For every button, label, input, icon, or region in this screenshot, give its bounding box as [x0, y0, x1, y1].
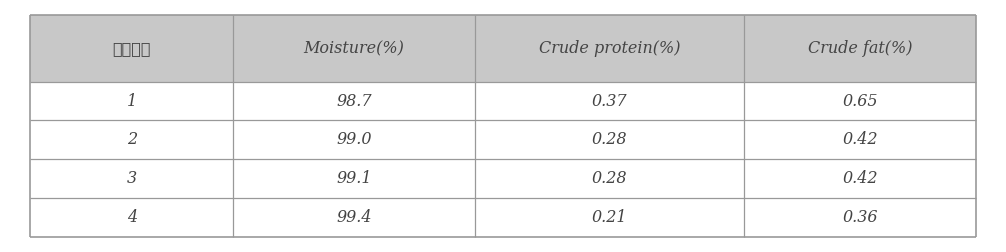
Text: 0.37: 0.37 [592, 92, 627, 110]
Text: 4: 4 [127, 209, 137, 226]
Text: 0.65: 0.65 [842, 92, 877, 110]
Bar [233, 15, 475, 82]
Bar [475, 198, 744, 237]
Bar [233, 120, 475, 159]
Bar [30, 159, 233, 198]
Text: 0.36: 0.36 [842, 209, 877, 226]
Text: 98.7: 98.7 [336, 92, 372, 110]
Bar [744, 120, 976, 159]
Text: 0.21: 0.21 [592, 209, 627, 226]
Bar [744, 15, 976, 82]
Bar [233, 82, 475, 120]
Bar [233, 198, 475, 237]
Bar [744, 198, 976, 237]
Bar [475, 159, 744, 198]
Text: 0.28: 0.28 [592, 170, 627, 187]
Text: Crude protein(%): Crude protein(%) [538, 40, 680, 57]
Bar [30, 15, 233, 82]
Text: 99.0: 99.0 [336, 131, 372, 148]
Text: Crude fat(%): Crude fat(%) [808, 40, 912, 57]
Text: 99.4: 99.4 [336, 209, 372, 226]
Text: 1: 1 [127, 92, 137, 110]
Bar [744, 159, 976, 198]
Text: 0.28: 0.28 [592, 131, 627, 148]
Bar [233, 159, 475, 198]
Bar [475, 120, 744, 159]
Text: 처리조건: 처리조건 [113, 40, 151, 57]
Text: 0.42: 0.42 [842, 170, 877, 187]
Bar [30, 82, 233, 120]
Text: 3: 3 [127, 170, 137, 187]
Text: 2: 2 [127, 131, 137, 148]
Bar [475, 15, 744, 82]
Bar [30, 198, 233, 237]
Bar [475, 82, 744, 120]
Text: 99.1: 99.1 [336, 170, 372, 187]
Bar [30, 120, 233, 159]
Bar [744, 82, 976, 120]
Text: Moisture(%): Moisture(%) [304, 40, 404, 57]
Text: 0.42: 0.42 [842, 131, 877, 148]
